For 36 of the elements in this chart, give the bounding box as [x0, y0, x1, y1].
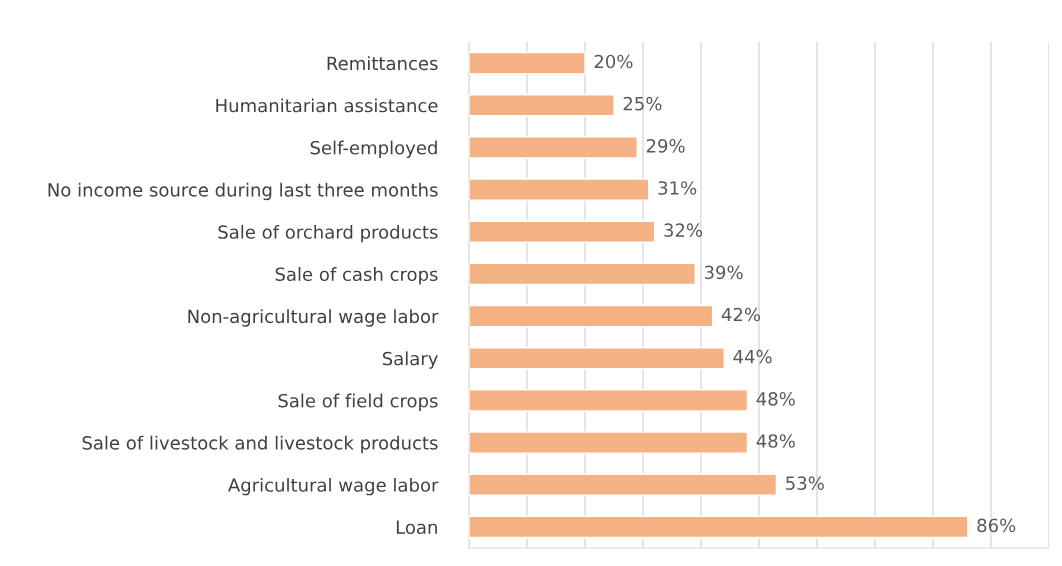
- data-label: 31%: [658, 181, 697, 195]
- y-tick-label: Agricultural wage labor: [228, 477, 439, 496]
- y-tick-label: Sale of field crops: [278, 393, 438, 412]
- bar: [469, 51, 586, 75]
- bar: [469, 431, 749, 454]
- bar: [469, 220, 656, 243]
- data-label: 20%: [594, 54, 633, 69]
- data-label: 86%: [977, 518, 1016, 533]
- data-label: 44%: [733, 349, 772, 364]
- bar: [469, 178, 650, 201]
- bar: [469, 94, 615, 117]
- data-label: 29%: [646, 139, 685, 153]
- data-label: 48%: [756, 392, 795, 406]
- y-tick-label: Sale of cash crops: [275, 267, 438, 285]
- data-label: 48%: [756, 434, 795, 448]
- data-label: 39%: [704, 265, 743, 280]
- y-tick-label: Loan: [396, 520, 437, 535]
- bar: [469, 262, 696, 286]
- y-tick-label: Salary: [382, 351, 438, 369]
- bar: [469, 136, 638, 159]
- bar: [469, 473, 778, 496]
- data-label: 42%: [721, 307, 761, 322]
- data-label: 25%: [623, 96, 662, 111]
- bar: [469, 389, 749, 412]
- y-tick-label: Sale of livestock and livestock products: [82, 435, 438, 454]
- bar: [469, 304, 714, 328]
- data-label: 32%: [664, 223, 703, 237]
- y-tick-label: No income source during last three months: [48, 182, 438, 201]
- y-tick-label: Humanitarian assistance: [216, 98, 438, 113]
- data-label: 53%: [786, 476, 824, 490]
- bar: [469, 347, 725, 370]
- y-tick-label: Sale of orchard products: [218, 224, 438, 243]
- bar: [469, 515, 969, 539]
- y-tick-label: Non-agricultural wage labor: [188, 309, 439, 327]
- y-tick-label: Self-employed: [310, 140, 437, 159]
- y-tick-label: Remittances: [327, 56, 438, 71]
